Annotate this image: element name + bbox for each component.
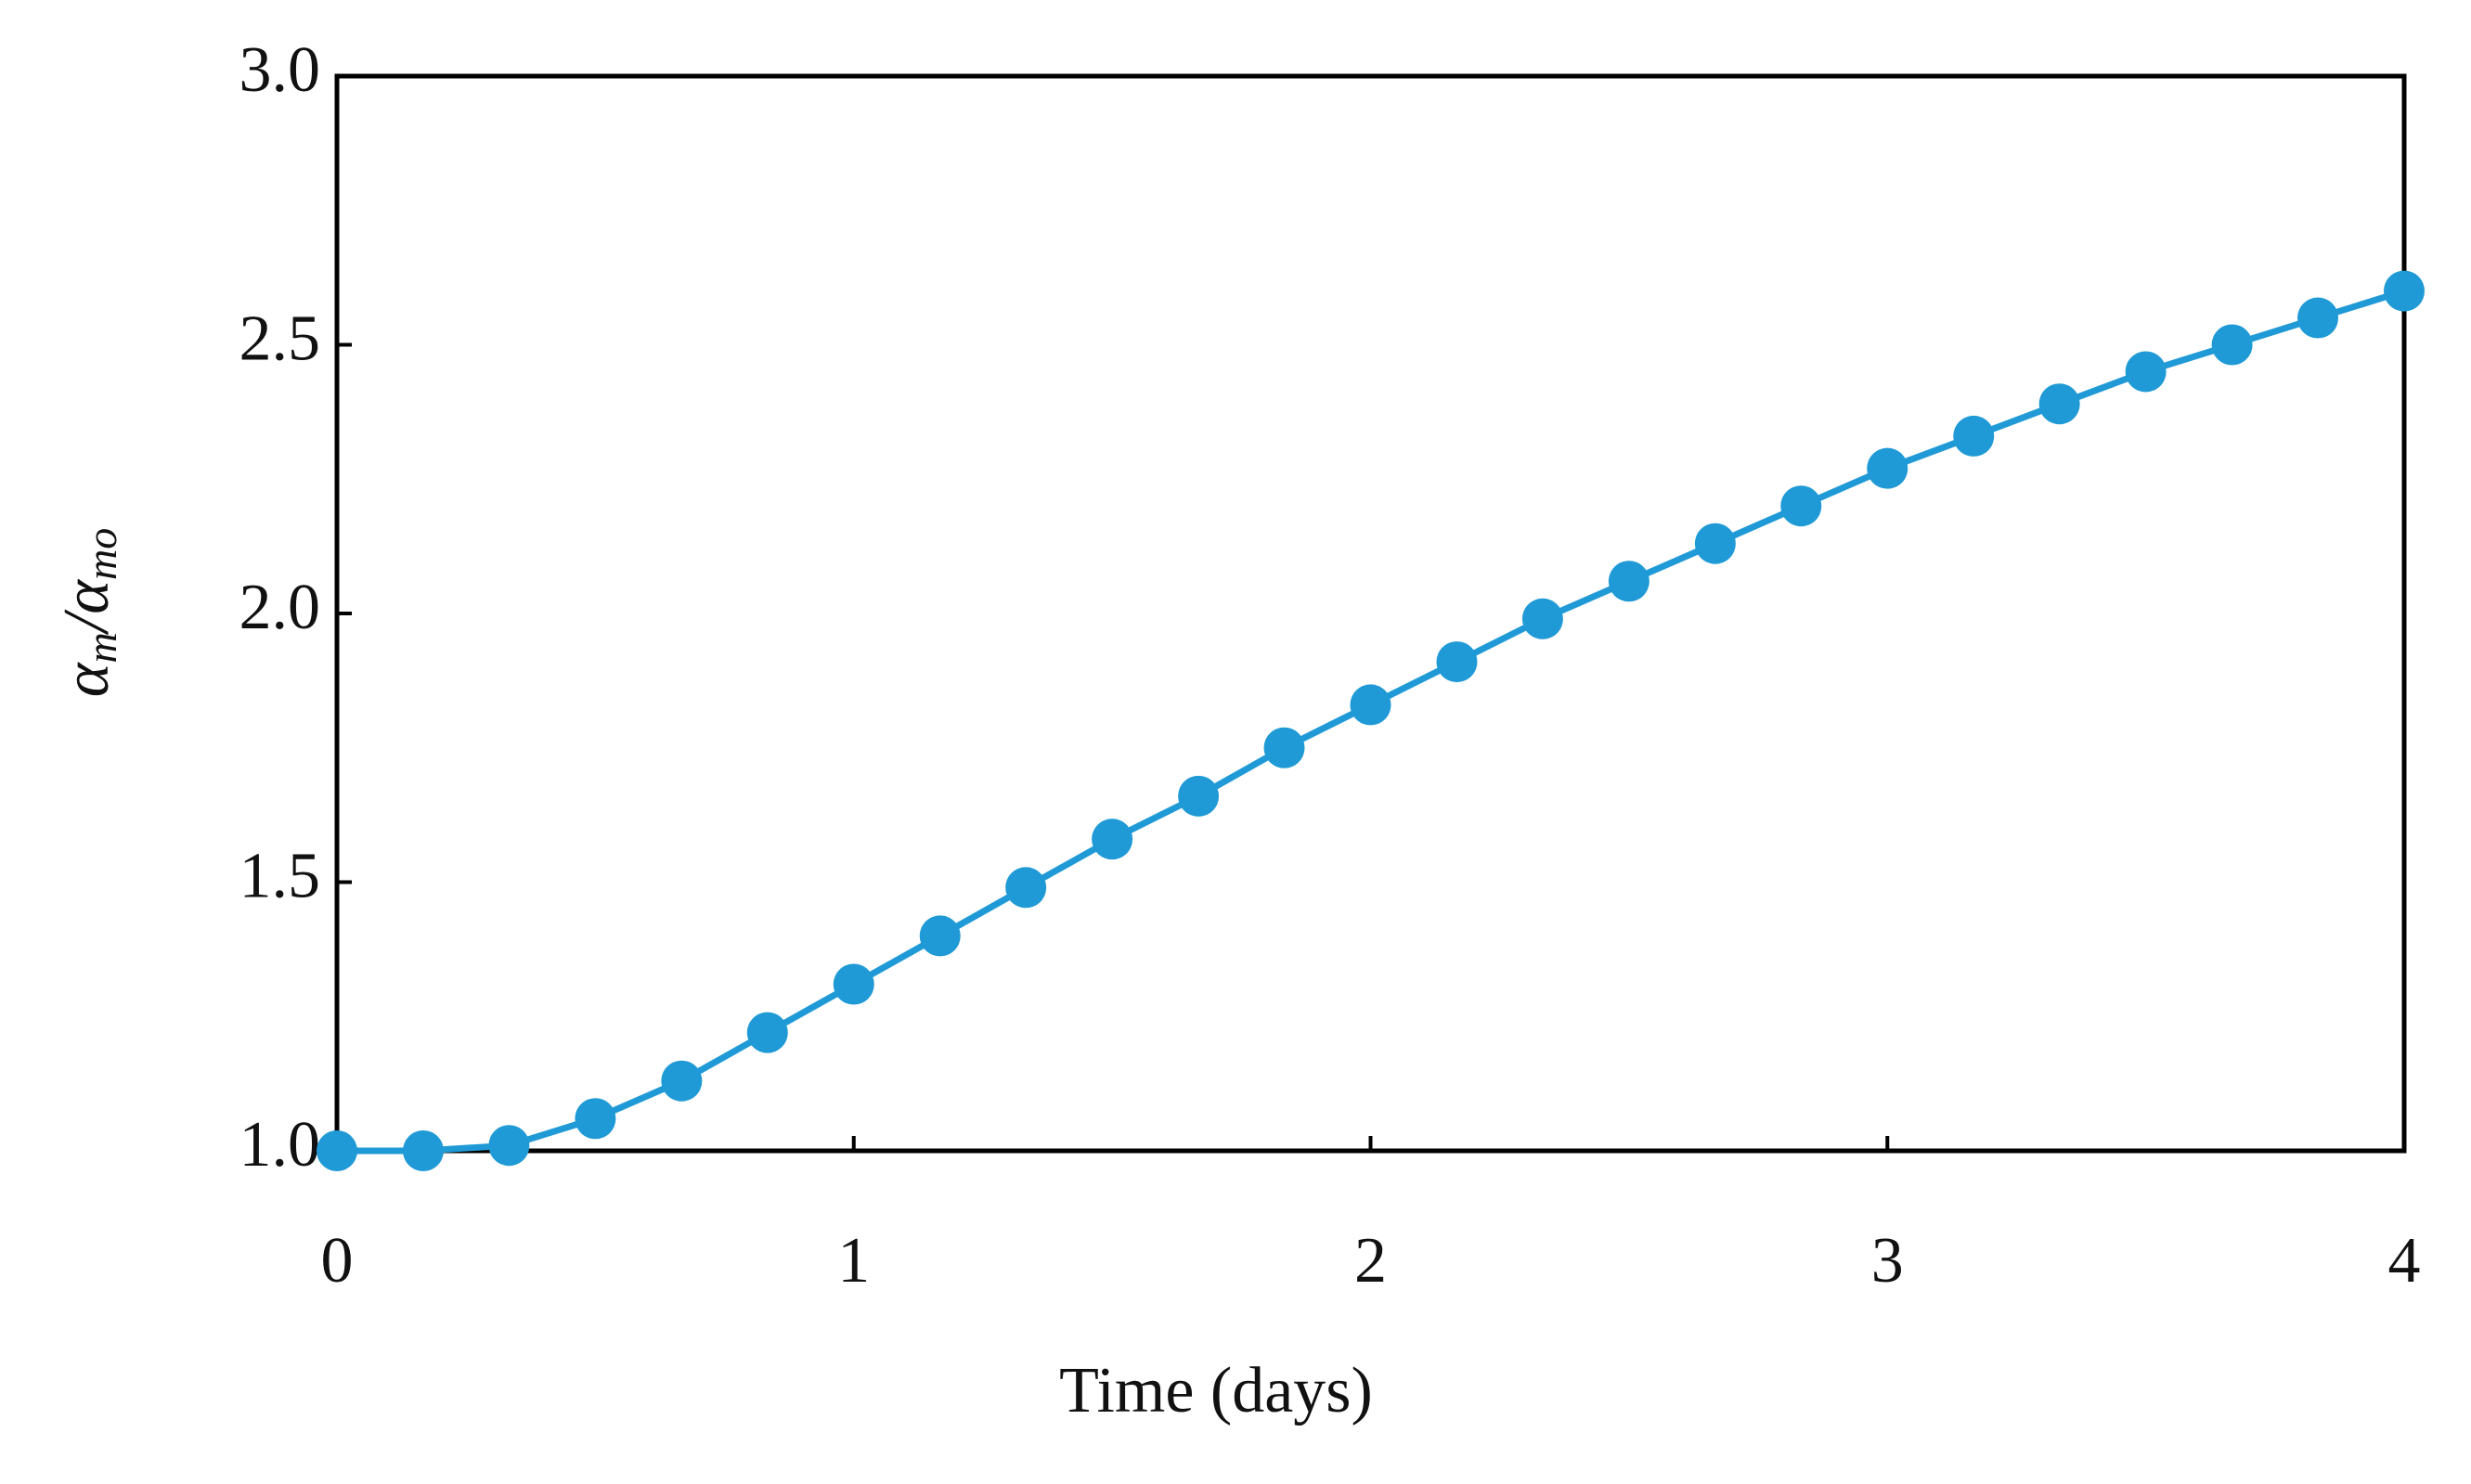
data-point — [402, 1130, 444, 1171]
y-title-part: α — [51, 662, 123, 697]
data-point — [1005, 867, 1047, 909]
x-tick-label: 0 — [321, 1225, 354, 1297]
data-point — [1780, 485, 1822, 527]
data-point — [746, 1012, 788, 1053]
data-point — [1521, 598, 1563, 639]
data-point — [661, 1060, 703, 1102]
data-point — [2384, 270, 2425, 312]
y-tick-label: 3.0 — [239, 34, 321, 106]
y-tick-label: 1.0 — [239, 1109, 321, 1181]
data-point — [2125, 351, 2167, 393]
data-point — [1608, 561, 1649, 602]
data-point — [833, 963, 874, 1005]
data-point — [575, 1098, 616, 1140]
y-tick-label: 2.0 — [239, 572, 321, 643]
data-point — [2038, 383, 2080, 425]
plot-frame — [334, 73, 2407, 1154]
data-point — [1953, 415, 1995, 457]
data-point — [1263, 727, 1305, 768]
y-tick-label: 1.5 — [239, 841, 321, 912]
data-point — [1867, 447, 1908, 489]
data-point — [1178, 775, 1220, 817]
data-point — [2297, 297, 2339, 339]
y-axis-title: αm/αmo — [51, 528, 125, 697]
x-axis-title: Time (days) — [1059, 1355, 1373, 1426]
x-tick-label: 4 — [2388, 1225, 2421, 1297]
data-point — [488, 1125, 530, 1167]
x-tick-label: 3 — [1871, 1225, 1904, 1297]
y-title-part: /α — [51, 579, 123, 636]
y-tick-label: 2.5 — [239, 303, 321, 375]
data-point — [919, 915, 961, 957]
data-point — [1436, 641, 1478, 683]
data-point — [1350, 684, 1391, 726]
data-point — [317, 1130, 357, 1171]
data-point — [2211, 324, 2253, 366]
data-point — [1694, 523, 1736, 564]
y-title-part: mo — [78, 528, 125, 580]
y-title-part: m — [78, 632, 125, 663]
data-point — [1092, 819, 1133, 860]
x-tick-label: 1 — [837, 1225, 870, 1297]
x-tick-label: 2 — [1354, 1225, 1387, 1297]
